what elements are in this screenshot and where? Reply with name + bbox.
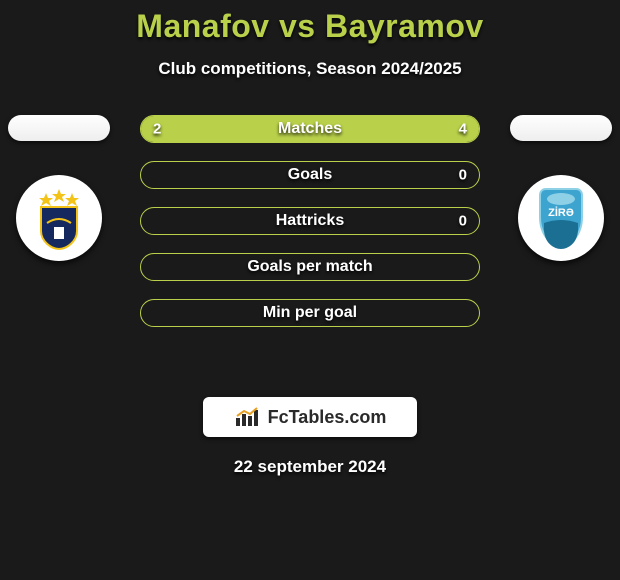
subtitle: Club competitions, Season 2024/2025	[0, 59, 620, 79]
infographic-root: Manafov vs Bayramov Club competitions, S…	[0, 0, 620, 477]
right-crest: ZİRƏ	[518, 175, 604, 261]
right-crest-icon: ZİRƏ	[524, 181, 598, 255]
page-title: Manafov vs Bayramov	[0, 8, 620, 45]
bar-value-right: 0	[459, 167, 467, 184]
title-player1: Manafov	[136, 8, 269, 44]
date-text: 22 september 2024	[0, 457, 620, 477]
bar-value-left: 2	[153, 121, 161, 138]
svg-text:ZİRƏ: ZİRƏ	[548, 206, 574, 219]
left-crest	[16, 175, 102, 261]
stat-bar: 24Matches	[140, 115, 480, 143]
stat-bar: Goals per match	[140, 253, 480, 281]
bar-label: Goals per match	[141, 258, 479, 276]
left-player-block	[4, 115, 114, 261]
bar-label: Hattricks	[141, 212, 479, 230]
bar-value-right: 4	[459, 121, 467, 138]
bar-fill-right	[254, 116, 479, 142]
title-vs: vs	[279, 8, 316, 44]
right-name-pill	[510, 115, 612, 141]
right-player-block: ZİRƏ	[506, 115, 616, 261]
brand-badge: FcTables.com	[203, 397, 417, 437]
left-name-pill	[8, 115, 110, 141]
brand-text: FcTables.com	[268, 407, 387, 428]
chart-icon	[234, 406, 262, 428]
left-crest-icon	[24, 183, 94, 253]
stat-bar: 0Hattricks	[140, 207, 480, 235]
bar-label: Goals	[141, 166, 479, 184]
comparison-bars: 24Matches0Goals0HattricksGoals per match…	[140, 115, 480, 327]
stat-bar: 0Goals	[140, 161, 480, 189]
stat-bar: Min per goal	[140, 299, 480, 327]
bar-value-right: 0	[459, 213, 467, 230]
main-area: ZİRƏ 24Matches0Goals0HattricksGoals per …	[0, 115, 620, 375]
title-player2: Bayramov	[325, 8, 484, 44]
bar-label: Min per goal	[141, 304, 479, 322]
